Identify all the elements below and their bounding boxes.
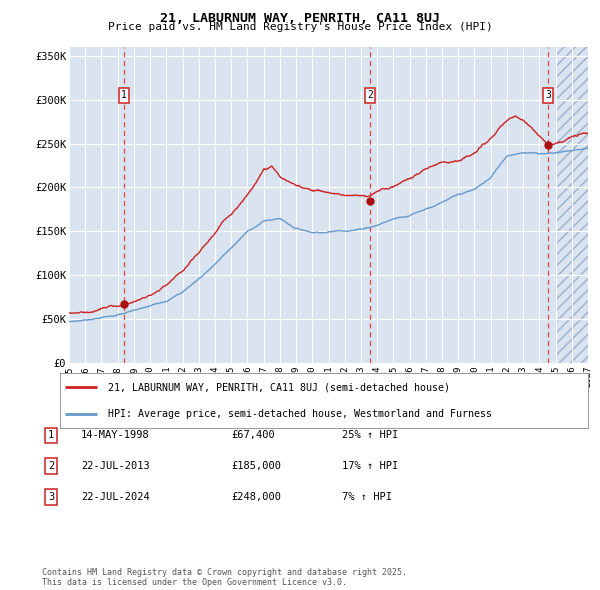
Text: 1: 1 (48, 431, 54, 440)
Text: 14-MAY-1998: 14-MAY-1998 (81, 431, 150, 440)
Text: Price paid vs. HM Land Registry's House Price Index (HPI): Price paid vs. HM Land Registry's House … (107, 22, 493, 32)
Text: 2: 2 (367, 90, 373, 100)
Text: 22-JUL-2013: 22-JUL-2013 (81, 461, 150, 471)
Text: 7% ↑ HPI: 7% ↑ HPI (342, 492, 392, 502)
Text: £248,000: £248,000 (231, 492, 281, 502)
Bar (556, 47, 588, 363)
Text: £185,000: £185,000 (231, 461, 281, 471)
Text: 3: 3 (48, 492, 54, 502)
Text: HPI: Average price, semi-detached house, Westmorland and Furness: HPI: Average price, semi-detached house,… (107, 409, 491, 419)
Text: 22-JUL-2024: 22-JUL-2024 (81, 492, 150, 502)
Text: 1: 1 (121, 90, 127, 100)
Text: £67,400: £67,400 (231, 431, 275, 440)
Text: 3: 3 (545, 90, 551, 100)
Text: 25% ↑ HPI: 25% ↑ HPI (342, 431, 398, 440)
Text: 21, LABURNUM WAY, PENRITH, CA11 8UJ (semi-detached house): 21, LABURNUM WAY, PENRITH, CA11 8UJ (sem… (107, 382, 449, 392)
Text: Contains HM Land Registry data © Crown copyright and database right 2025.
This d: Contains HM Land Registry data © Crown c… (42, 568, 407, 587)
Text: 21, LABURNUM WAY, PENRITH, CA11 8UJ: 21, LABURNUM WAY, PENRITH, CA11 8UJ (160, 12, 440, 25)
Text: 17% ↑ HPI: 17% ↑ HPI (342, 461, 398, 471)
Text: 2: 2 (48, 461, 54, 471)
